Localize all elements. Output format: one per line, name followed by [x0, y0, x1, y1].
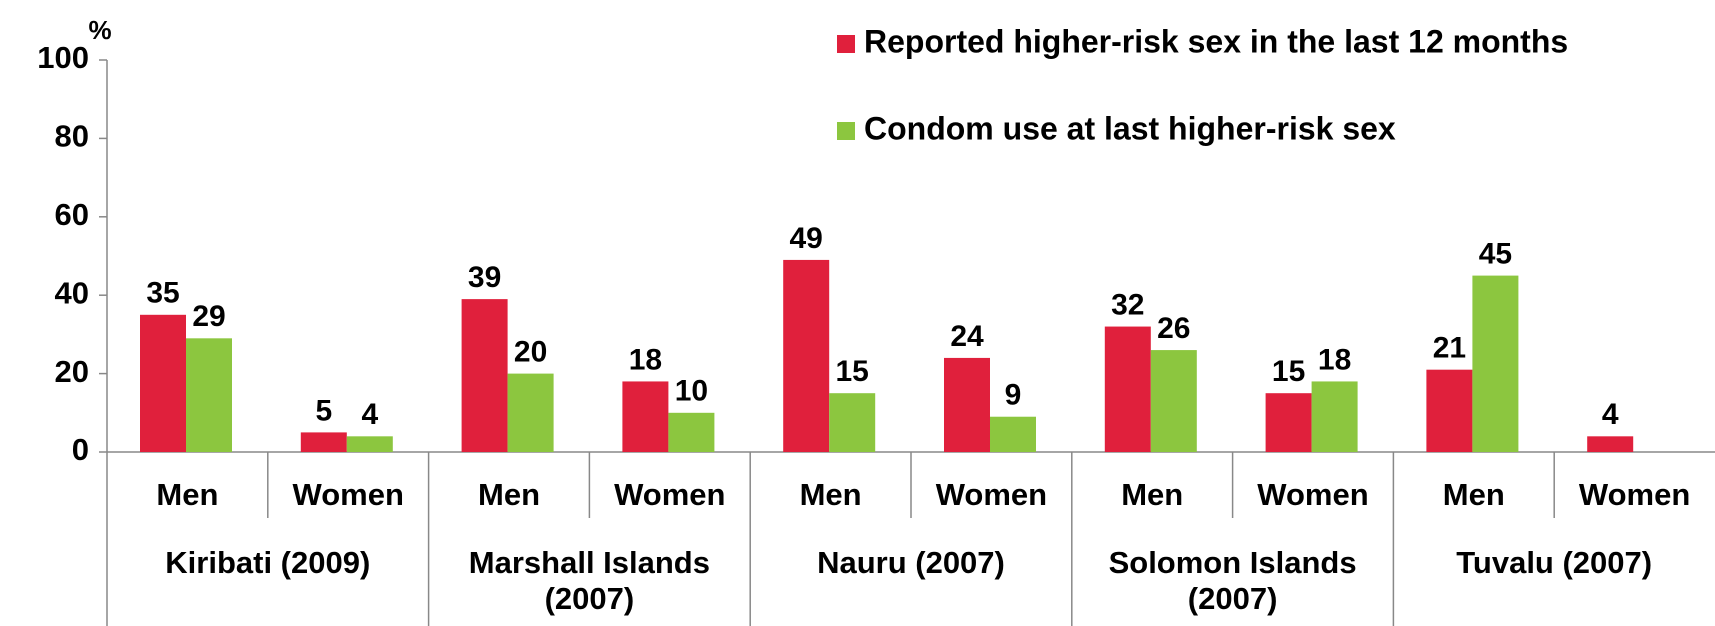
group-label: Nauru (2007): [760, 545, 1062, 581]
x-tick-label: Women: [1257, 477, 1368, 512]
value-label: 21: [1433, 332, 1466, 365]
value-label: 20: [514, 336, 547, 369]
value-label: 9: [1005, 379, 1022, 412]
x-tick-label: Men: [800, 477, 862, 512]
bar: [140, 315, 186, 452]
legend-label: Reported higher-risk sex in the last 12 …: [864, 23, 1568, 59]
value-label: 35: [146, 277, 179, 310]
y-axis-label: %: [88, 15, 111, 45]
chart: % 020406080100Men3529Women54Men3920Women…: [0, 0, 1715, 626]
x-tick-label: Women: [1579, 477, 1690, 512]
y-tick-label: 80: [55, 119, 89, 154]
value-label: 49: [790, 222, 823, 255]
value-label: 4: [1602, 398, 1619, 431]
bar: [1312, 381, 1358, 452]
bar: [347, 436, 393, 452]
value-label: 18: [1318, 343, 1351, 376]
bar: [462, 299, 508, 452]
y-tick-label: 60: [55, 197, 89, 232]
x-tick-label: Men: [478, 477, 540, 512]
y-tick-label: 0: [72, 432, 89, 467]
x-tick-label: Women: [293, 477, 404, 512]
value-label: 10: [675, 375, 708, 408]
bar: [508, 374, 554, 452]
x-tick-label: Men: [1443, 477, 1505, 512]
value-label: 45: [1479, 238, 1512, 271]
legend-label: Condom use at last higher-risk sex: [864, 110, 1396, 146]
y-tick-label: 40: [55, 275, 89, 310]
value-label: 4: [361, 398, 378, 431]
legend-swatch: [837, 122, 855, 140]
y-tick-label: 100: [37, 40, 89, 75]
x-tick-label: Women: [614, 477, 725, 512]
value-label: 15: [836, 355, 869, 388]
bar: [1266, 393, 1312, 452]
value-label: 5: [315, 394, 332, 427]
group-label: Tuvalu (2007): [1403, 545, 1705, 581]
group-label: Marshall Islands (2007): [439, 545, 741, 617]
value-label: 39: [468, 261, 501, 294]
group-label: Kiribati (2009): [117, 545, 419, 581]
bar: [1151, 350, 1197, 452]
bar: [622, 381, 668, 452]
y-tick-label: 20: [55, 354, 89, 389]
bar: [1472, 276, 1518, 452]
chart-container: % 020406080100Men3529Women54Men3920Women…: [0, 0, 1715, 626]
legend-swatch: [837, 35, 855, 53]
value-label: 24: [950, 320, 984, 353]
bar: [186, 338, 232, 452]
x-tick-label: Men: [156, 477, 218, 512]
bar: [1426, 370, 1472, 452]
value-label: 26: [1157, 312, 1190, 345]
value-label: 15: [1272, 355, 1305, 388]
bar: [1587, 436, 1633, 452]
bar: [944, 358, 990, 452]
value-label: 18: [629, 343, 662, 376]
x-tick-label: Men: [1121, 477, 1183, 512]
group-label: Solomon Islands (2007): [1082, 545, 1384, 617]
bar: [990, 417, 1036, 452]
bar: [668, 413, 714, 452]
x-tick-label: Women: [936, 477, 1047, 512]
bar: [829, 393, 875, 452]
bar: [301, 432, 347, 452]
bar: [1105, 327, 1151, 452]
value-label: 29: [192, 300, 225, 333]
bar: [783, 260, 829, 452]
value-label: 32: [1111, 288, 1144, 321]
